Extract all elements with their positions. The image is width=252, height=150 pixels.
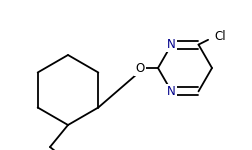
Text: O: O: [135, 61, 144, 75]
Text: N: N: [167, 38, 175, 51]
Text: Cl: Cl: [214, 30, 225, 43]
Text: N: N: [167, 85, 175, 98]
